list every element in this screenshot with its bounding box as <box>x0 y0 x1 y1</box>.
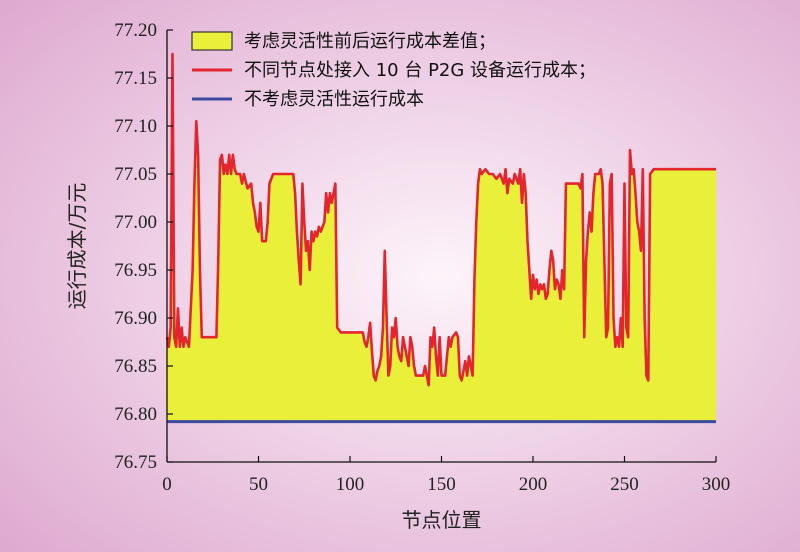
legend-label: 考虑灵活性前后运行成本差值； <box>244 31 496 52</box>
legend-label: 不同节点处接入 10 台 P2G 设备运行成本； <box>244 60 596 81</box>
plot-area <box>165 52 716 424</box>
legend-swatch-fill <box>191 31 233 51</box>
y-axis-title: 运行成本/万元 <box>65 183 89 310</box>
y-tick-label: 76.95 <box>114 260 157 281</box>
x-tick-label: 50 <box>249 474 268 495</box>
y-tick-label: 76.85 <box>114 356 157 377</box>
x-tick-label: 200 <box>519 474 548 495</box>
y-tick-label: 77.10 <box>114 116 157 137</box>
y-tick-label: 76.75 <box>114 452 157 473</box>
y-tick-label: 76.90 <box>114 308 157 329</box>
y-tick-label: 77.05 <box>114 164 157 185</box>
x-tick-label: 150 <box>427 474 456 495</box>
axes: 76.75 76.80 76.85 76.90 76.95 77.00 77.05 77.10… <box>65 20 730 532</box>
difference-fill-area <box>167 54 716 422</box>
legend-label: 不考虑灵活性运行成本 <box>244 89 424 110</box>
y-tick-label: 76.80 <box>114 404 157 425</box>
x-axis-title: 节点位置 <box>402 508 482 532</box>
y-tick-label: 77.20 <box>114 20 157 41</box>
series-line-p2g-cost <box>165 52 716 387</box>
x-tick-label: 100 <box>336 474 365 495</box>
y-tick-label: 77.15 <box>114 68 157 89</box>
x-tick-label: 250 <box>610 474 639 495</box>
y-tick-label: 77.00 <box>114 212 157 233</box>
legend: 考虑灵活性前后运行成本差值； 不同节点处接入 10 台 P2G 设备运行成本； 不考… <box>191 31 596 110</box>
x-tick-label: 300 <box>702 474 731 495</box>
x-tick-label: 0 <box>162 474 172 495</box>
